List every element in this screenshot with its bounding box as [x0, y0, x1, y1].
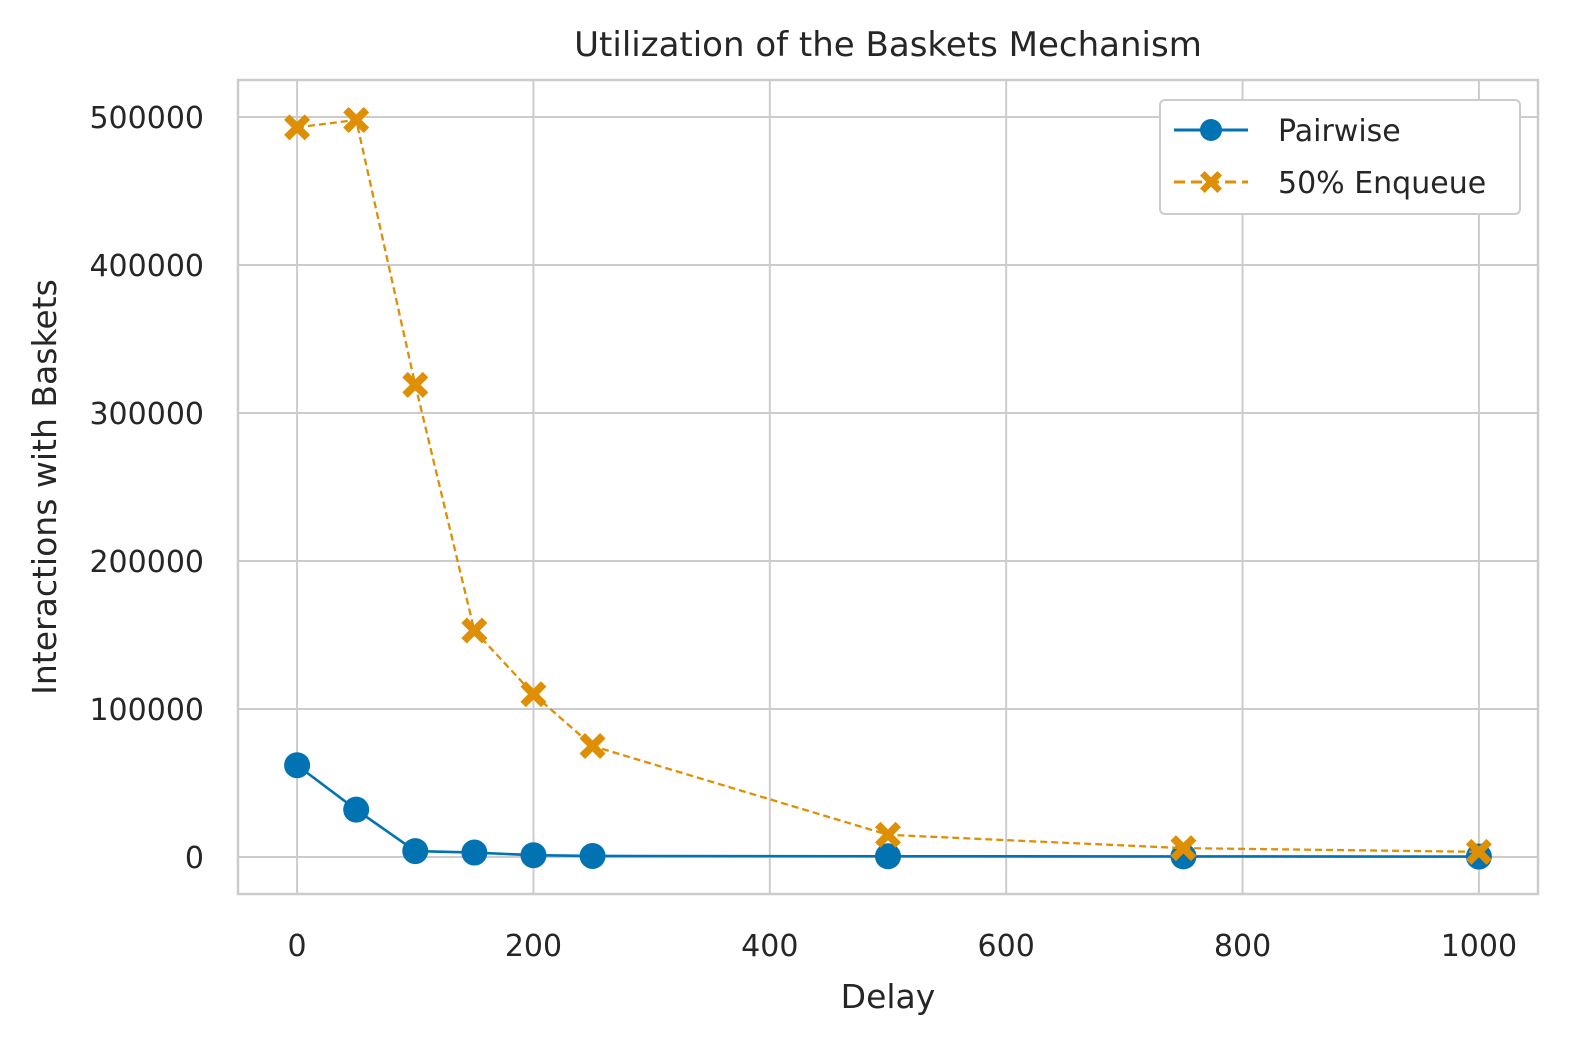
series-line-50-enqueue [296, 118, 1479, 853]
chart-title: Utilization of the Baskets Mechanism [574, 25, 1202, 65]
series-50-enqueue [284, 106, 1492, 865]
legend-marker-pairwise [1200, 119, 1222, 141]
data-point-pairwise [875, 843, 901, 870]
y-tick-label: 500000 [89, 101, 204, 136]
x-axis-label: Delay [841, 977, 936, 1016]
x-tick-label: 800 [1214, 929, 1271, 964]
data-point-50-enqueue [284, 114, 311, 141]
x-tick-label: 1000 [1441, 929, 1517, 964]
data-point-pairwise [402, 838, 429, 865]
data-point-50-enqueue [461, 617, 488, 644]
data-point-pairwise [579, 842, 606, 869]
data-point-50-enqueue [1170, 835, 1197, 862]
tick-labels: 0 200 400 600 800 1000 0 100000 200000 300000 4000… [89, 101, 1517, 964]
x-tick-label: 0 [288, 929, 307, 964]
data-point-50-enqueue [343, 106, 370, 133]
x-tick-label: 200 [505, 929, 562, 964]
y-axis-label: Interactions with Baskets [25, 279, 64, 695]
legend-box [1159, 99, 1521, 215]
data-point-pairwise [343, 796, 370, 823]
legend-label-pairwise: Pairwise [1278, 114, 1401, 149]
legend-label-50-enqueue: 50% Enqueue [1278, 166, 1486, 201]
y-tick-label: 200000 [89, 545, 204, 580]
series-layer [284, 106, 1492, 870]
legend-marker-50-enqueue [1200, 171, 1222, 193]
data-point-pairwise [284, 752, 311, 779]
data-point-50-enqueue [1465, 838, 1492, 865]
data-point-pairwise [461, 839, 488, 866]
data-point-50-enqueue [875, 821, 901, 848]
x-tick-label: 400 [741, 929, 798, 964]
grid [238, 80, 1538, 894]
data-point-50-enqueue [579, 733, 606, 759]
legend: Pairwise 50% Enqueue [1159, 99, 1521, 215]
data-point-50-enqueue [520, 681, 547, 708]
legend-item-pairwise: Pairwise [1174, 114, 1401, 149]
legend-item-50-enqueue: 50% Enqueue [1174, 166, 1486, 201]
data-point-50-enqueue [402, 371, 429, 398]
data-point-pairwise [520, 842, 547, 869]
x-tick-label: 600 [978, 929, 1035, 964]
y-tick-label: 100000 [89, 693, 204, 728]
y-tick-label: 400000 [89, 249, 204, 284]
series-pairwise [284, 752, 1492, 870]
y-tick-label: 300000 [89, 397, 204, 432]
y-tick-label: 0 [185, 841, 204, 876]
plot-frame [236, 78, 1540, 896]
legend-items: Pairwise 50% Enqueue [1174, 114, 1486, 201]
